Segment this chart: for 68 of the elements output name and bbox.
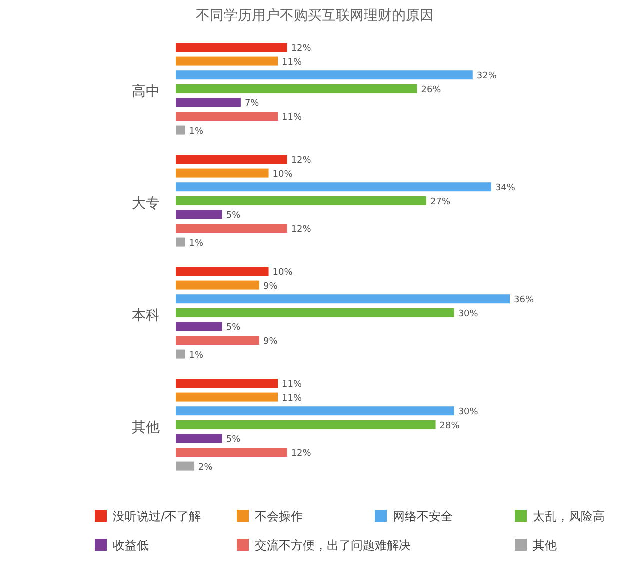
bar [176,210,222,220]
data-label: 1% [189,126,204,137]
bar [176,294,510,304]
data-label: 30% [458,408,479,418]
data-label: 7% [244,99,260,110]
data-label: 34% [495,184,516,194]
y-tick-label: 本科 [132,308,160,324]
bar [176,434,222,444]
y-tick-label: 大专 [132,196,160,212]
bar [176,406,454,416]
data-label: 1% [189,350,204,361]
data-label: 2% [198,462,214,473]
data-label: 27% [430,197,451,208]
bar [176,56,278,66]
y-tick-label: 高中 [132,84,160,100]
bar [176,267,269,276]
bar [176,238,186,247]
data-label: 28% [440,421,460,432]
y-tick-label: 其他 [132,420,160,436]
data-label: 12% [291,448,312,459]
data-label: 9% [264,282,278,292]
bar [176,350,186,359]
bar [176,112,278,121]
legend-label: 交流不方便，出了问题难解决 [255,538,411,552]
data-label: 10% [272,170,294,180]
data-label: 11% [282,112,303,123]
legend-label: 收益低 [113,538,149,552]
bar [176,448,288,457]
data-label: 26% [421,85,442,96]
data-label: 9% [264,336,278,347]
data-label: 36% [514,296,534,306]
chart-title: 不同学历用户不购买互联网理财的原因 [196,8,434,24]
data-label: 11% [282,58,303,68]
bar [176,280,260,290]
data-label: 11% [282,394,303,404]
data-label: 11% [282,380,303,390]
bar [176,155,288,164]
data-label: 12% [291,44,312,54]
bar [176,462,195,471]
bar [176,224,288,233]
bar [176,420,436,430]
bar [176,196,426,206]
bar [176,70,473,80]
bar [176,322,222,332]
legend-label: 其他 [533,538,557,552]
legend-label: 网络不安全 [393,509,453,524]
bar [176,392,278,402]
data-label: 5% [226,435,242,446]
data-label: 5% [226,211,242,222]
bar [176,84,418,94]
bar [176,308,454,318]
legend-label: 不会操作 [255,509,303,524]
data-label: 12% [291,156,312,166]
bar [176,43,288,52]
bar [176,182,492,192]
data-label: 1% [189,238,204,249]
legend-label: 没听说过/不了解 [113,509,202,524]
legend-label: 太乱，风险高 [533,509,605,524]
data-label: 32% [476,72,498,82]
bar [176,126,186,135]
bar [176,379,278,388]
data-label: 5% [226,323,242,334]
bar [176,98,241,108]
data-label: 12% [291,224,312,235]
data-label: 10% [272,268,294,278]
bar [176,336,260,345]
data-label: 30% [458,309,479,320]
bar [176,168,269,178]
